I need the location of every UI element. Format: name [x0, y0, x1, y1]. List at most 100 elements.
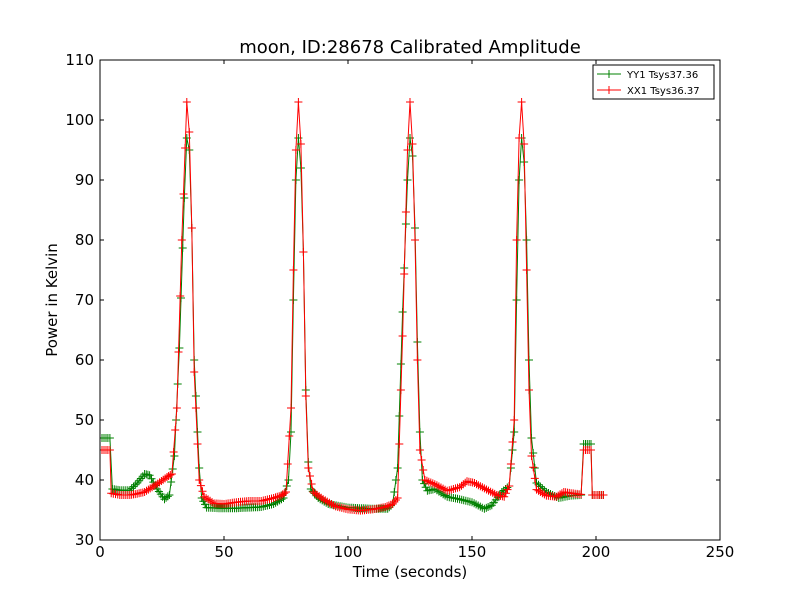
data-point-marker	[388, 500, 397, 508]
data-point-marker	[512, 236, 521, 244]
data-point-marker	[472, 500, 481, 509]
data-point-marker	[557, 489, 566, 498]
data-point-marker	[482, 485, 491, 494]
data-point-marker	[177, 294, 185, 302]
data-point-marker	[283, 460, 292, 468]
plot-area	[100, 98, 608, 515]
data-point-marker	[522, 236, 531, 244]
data-point-marker	[383, 502, 392, 511]
data-point-marker	[177, 236, 186, 244]
data-point-marker	[599, 491, 608, 499]
data-point-marker	[175, 344, 184, 352]
legend: YY1 Tsys37.36 XX1 Tsys36.37	[592, 64, 715, 100]
data-point-marker	[163, 492, 172, 501]
data-point-marker	[273, 492, 282, 501]
data-point-marker	[187, 224, 196, 232]
data-point-marker	[398, 332, 407, 340]
data-point-marker	[480, 484, 489, 493]
y-tick-label: 90	[75, 171, 94, 189]
x-tick-label: 150	[458, 543, 487, 561]
data-point-marker	[406, 134, 414, 142]
data-point-marker	[403, 176, 412, 184]
data-point-marker	[196, 481, 205, 490]
data-point-marker	[179, 190, 188, 198]
data-point-marker	[381, 503, 390, 511]
data-point-marker	[517, 98, 526, 106]
data-point-marker	[304, 464, 313, 472]
data-point-marker	[291, 146, 300, 154]
data-point-marker	[420, 476, 429, 484]
data-point-marker	[505, 482, 514, 490]
legend-marker	[605, 70, 613, 78]
data-point-marker	[269, 494, 278, 502]
data-point-marker	[408, 140, 417, 148]
data-point-marker	[474, 501, 483, 510]
data-point-marker	[181, 144, 190, 152]
data-point-marker	[395, 440, 404, 448]
data-point-marker	[282, 488, 290, 496]
y-tick-label: 60	[75, 351, 94, 369]
data-point-marker	[396, 360, 405, 368]
data-point-marker	[510, 428, 519, 436]
data-point-marker	[271, 493, 280, 502]
data-point-marker	[439, 484, 448, 493]
data-point-marker	[185, 128, 194, 136]
data-point-marker	[443, 486, 452, 495]
data-point-marker	[515, 134, 524, 142]
data-point-marker	[428, 479, 437, 488]
data-point-marker	[198, 487, 207, 496]
data-point-marker	[287, 428, 295, 436]
data-point-marker	[432, 481, 441, 490]
data-point-marker	[525, 386, 533, 394]
x-axis-label: Time (seconds)	[352, 563, 468, 581]
data-point-marker	[512, 296, 521, 304]
data-point-marker	[447, 485, 456, 494]
data-point-marker	[393, 494, 402, 502]
data-point-marker	[317, 493, 326, 502]
y-tick-label: 50	[75, 411, 94, 429]
data-point-marker	[426, 478, 435, 487]
data-point-marker	[482, 503, 491, 512]
data-point-marker	[165, 491, 174, 499]
chart-title: moon, ID:28678 Calibrated Amplitude	[239, 37, 581, 58]
y-tick-label: 80	[75, 231, 94, 249]
data-point-marker	[163, 473, 171, 481]
data-point-marker	[484, 503, 493, 511]
y-tick-label: 40	[75, 471, 94, 489]
y-tick-label: 30	[75, 531, 94, 549]
data-point-marker	[398, 308, 407, 316]
data-point-marker	[306, 472, 314, 480]
data-point-marker	[195, 476, 204, 484]
y-axis-ticks: 30 40 50 60 70 80 90 100 110	[65, 51, 720, 549]
data-point-marker	[191, 404, 200, 412]
series-xx1	[100, 98, 608, 515]
legend-label: XX1 Tsys36.37	[627, 86, 700, 97]
data-point-marker	[424, 477, 433, 486]
data-point-marker	[393, 464, 402, 472]
data-point-marker	[294, 134, 303, 142]
data-point-marker	[508, 438, 517, 446]
data-point-marker	[434, 482, 443, 491]
data-point-marker	[301, 392, 310, 400]
data-point-marker	[280, 489, 289, 498]
data-point-marker	[147, 474, 156, 483]
data-point-marker	[284, 476, 293, 484]
data-point-marker	[299, 248, 308, 256]
data-point-marker	[287, 404, 295, 412]
legend-label: YY1 Tsys37.36	[626, 70, 698, 81]
data-point-marker	[129, 482, 138, 491]
data-point-marker	[430, 480, 439, 489]
data-point-marker	[540, 490, 549, 499]
x-tick-label: 100	[334, 543, 363, 561]
x-tick-label: 0	[95, 543, 105, 561]
data-point-marker	[480, 504, 489, 513]
data-point-marker	[164, 472, 173, 480]
data-point-marker	[419, 466, 428, 474]
data-point-marker	[105, 446, 114, 454]
data-point-marker	[167, 478, 176, 486]
data-point-marker	[170, 452, 179, 460]
data-point-marker	[510, 416, 519, 424]
data-point-marker	[484, 486, 493, 495]
x-tick-label: 50	[214, 543, 233, 561]
